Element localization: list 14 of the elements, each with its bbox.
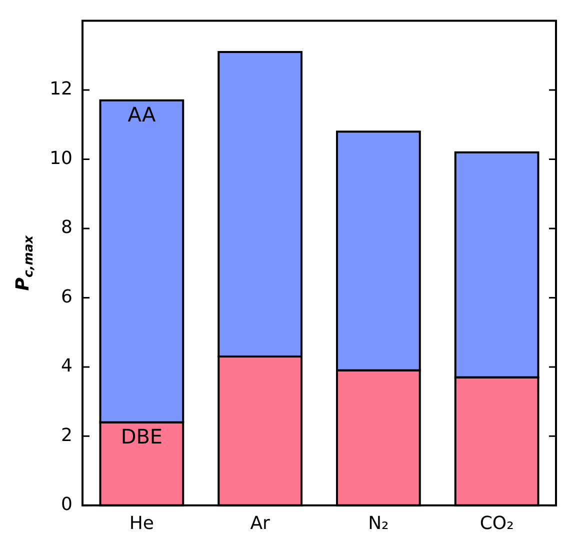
x-tick-label: He bbox=[129, 512, 154, 534]
y-tick-label: 10 bbox=[50, 148, 73, 169]
x-tick-label: CO₂ bbox=[480, 512, 514, 534]
y-tick-label: 0 bbox=[61, 494, 73, 516]
y-tick-label: 4 bbox=[61, 356, 73, 377]
x-tick-label: Ar bbox=[250, 512, 271, 534]
y-axis-title: Pc,max bbox=[12, 234, 36, 291]
series-label: DBE bbox=[120, 424, 163, 449]
y-tick-label: 2 bbox=[61, 424, 73, 446]
x-tick-label: N₂ bbox=[368, 512, 389, 534]
series-label: AA bbox=[128, 102, 156, 127]
y-tick-label: 8 bbox=[61, 217, 73, 238]
y-tick-label: 12 bbox=[50, 78, 73, 100]
y-tick-label: 6 bbox=[61, 286, 73, 308]
